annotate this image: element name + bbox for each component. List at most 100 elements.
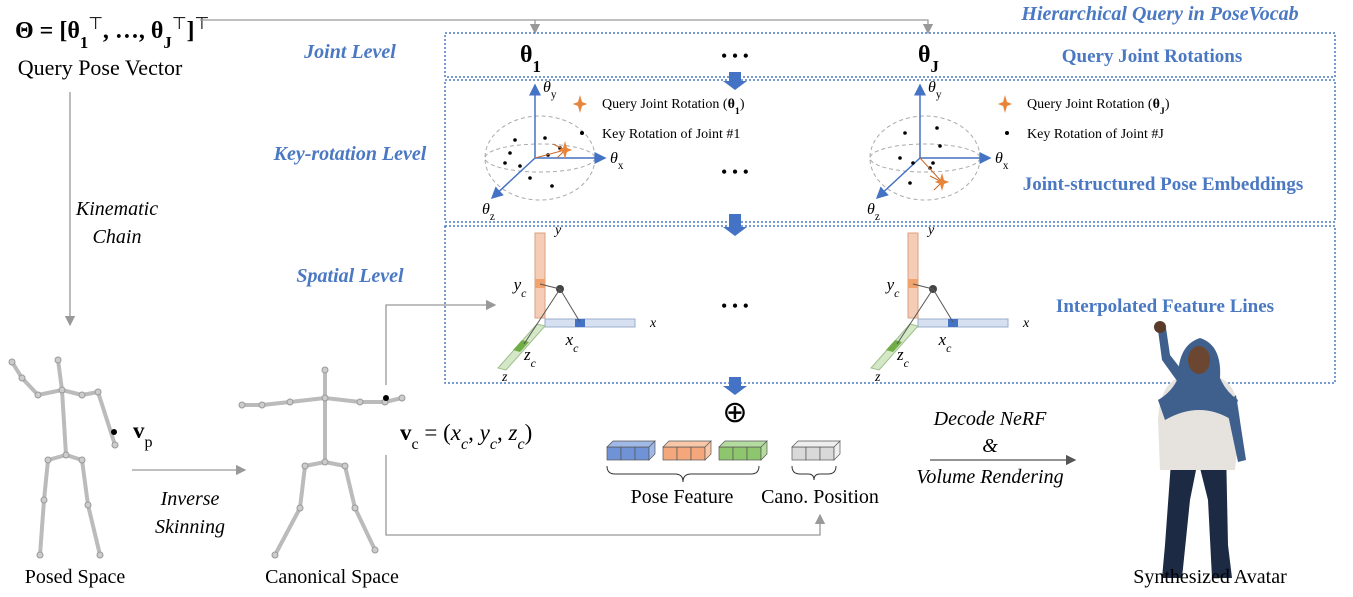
flow-arrow-head (723, 81, 747, 90)
pose-feature-label: Pose Feature (631, 486, 734, 508)
canonical-point-label-part: y (478, 420, 491, 445)
joint (55, 357, 61, 363)
joint (322, 367, 328, 373)
query-star (558, 141, 572, 159)
axis-label: θx (610, 150, 624, 172)
flow-arrow-head (723, 386, 747, 395)
sample-axis-label: yc (512, 275, 528, 300)
query-legend: Query Joint Rotation (θJ) (1027, 97, 1170, 117)
bone (325, 398, 360, 402)
joint (59, 387, 65, 393)
title: Hierarchical Query in PoseVocab (1020, 3, 1298, 25)
flow-arrow (729, 377, 741, 387)
ellipsis: • • • (721, 162, 749, 182)
query-arrow (386, 305, 495, 385)
kinematic-label: Chain (93, 226, 142, 248)
feature-line-y (908, 233, 918, 318)
query-formula-part: ⊤ (88, 14, 103, 33)
brace (607, 466, 759, 482)
sample-axis-label-part: y (512, 275, 522, 294)
query-formula-part: ⊤ (194, 14, 209, 33)
key-legend: Key Rotation of Joint #1 (602, 127, 740, 142)
axis-label-part: θ (610, 150, 618, 167)
joint (9, 359, 15, 365)
bone (40, 500, 44, 555)
joint-rotation-part: θ (520, 42, 533, 68)
axis-label: θy (543, 79, 557, 101)
posed-space: Posed Space (25, 566, 126, 588)
joint-rotation-part: J (931, 57, 939, 76)
kinematic-label: Kinematic (75, 198, 158, 220)
key-legend: Key Rotation of Joint #J (1027, 127, 1164, 142)
sample-axis-label: zc (523, 345, 537, 370)
axis-label-part: z (875, 211, 880, 223)
sample-axis-label: xc (565, 330, 580, 355)
level-description: Interpolated Feature Lines (1056, 296, 1274, 317)
key-rotation-dot (513, 138, 517, 142)
level-label: Spatial Level (296, 265, 404, 287)
query-star (998, 95, 1012, 113)
avatar-label: Synthesized Avatar (1133, 566, 1287, 588)
nearest-links (920, 158, 942, 190)
query-legend-part: Query Joint Rotation ( (602, 97, 728, 112)
query-formula: Θ = [θ1⊤, …, θJ⊤]⊤ (15, 14, 209, 52)
flow-arrow (729, 214, 741, 228)
query-star (935, 173, 949, 191)
avatar-face (1188, 346, 1210, 374)
canonical-point-label-part: c (490, 436, 497, 453)
joint (352, 505, 358, 511)
feature-cell (663, 447, 677, 460)
level-description: Joint-structured Pose Embeddings (1023, 174, 1303, 195)
content: Hierarchical Query in PoseVocab Θ = [θ1⊤,… (9, 3, 1335, 588)
sample-axis-label: yc (885, 275, 901, 300)
axis-label-part: x (1003, 160, 1009, 172)
canonical-point-label-part: ) (525, 420, 533, 445)
query-legend-part: Query Joint Rotation ( (1027, 97, 1153, 112)
canonical-space: Canonical Space (265, 566, 399, 588)
sample-axis-label-part: c (531, 356, 537, 370)
sample-axis-label: xc (938, 330, 953, 355)
canonical-point-label-part: , (468, 420, 480, 445)
sample-axis-label-part: c (573, 341, 579, 355)
flow-arrow (729, 72, 741, 82)
joint (342, 463, 348, 469)
bone (345, 466, 355, 508)
axis-label-part: θ (995, 150, 1003, 167)
sample-y (908, 279, 918, 288)
level-description: Query Joint Rotations (1062, 46, 1243, 67)
key-rotation-dot (898, 156, 902, 160)
axis-label: θz (482, 201, 495, 223)
axis-label: x (1022, 316, 1030, 331)
cano-position-label: Cano. Position (761, 486, 879, 508)
query-star (573, 95, 587, 113)
bone (22, 378, 38, 395)
feature-cell (820, 447, 834, 460)
query-formula-part: J (163, 33, 171, 52)
bone (262, 402, 290, 405)
decode-label: & (982, 435, 998, 457)
query-formula-part: ⊤ (172, 14, 187, 33)
connector (535, 20, 928, 33)
brace (792, 466, 836, 480)
bone (275, 508, 300, 555)
query-formula-part: ] (186, 18, 194, 44)
key-rotation-dot (935, 126, 939, 130)
sample-axis-label-part: c (894, 286, 900, 300)
joint (372, 547, 378, 553)
feature-cell (635, 447, 649, 460)
decode-label: Volume Rendering (916, 466, 1063, 488)
avatar-fist (1154, 321, 1166, 333)
ellipsis: • • • (721, 296, 749, 316)
joint (297, 505, 303, 511)
query-legend: Query Joint Rotation (θ1) (602, 97, 745, 117)
posed-point-label: vp (133, 418, 153, 451)
axis-label-part: z (490, 211, 495, 223)
skinning-label: Inverse (160, 488, 220, 510)
query-formula-part: Θ = [θ (15, 18, 80, 44)
feature-cell (677, 447, 691, 460)
level-label: Joint Level (303, 41, 396, 63)
joint (357, 399, 363, 405)
axis-label: θy (928, 79, 942, 101)
sample-axis-label-part: c (946, 341, 952, 355)
joint (272, 552, 278, 558)
